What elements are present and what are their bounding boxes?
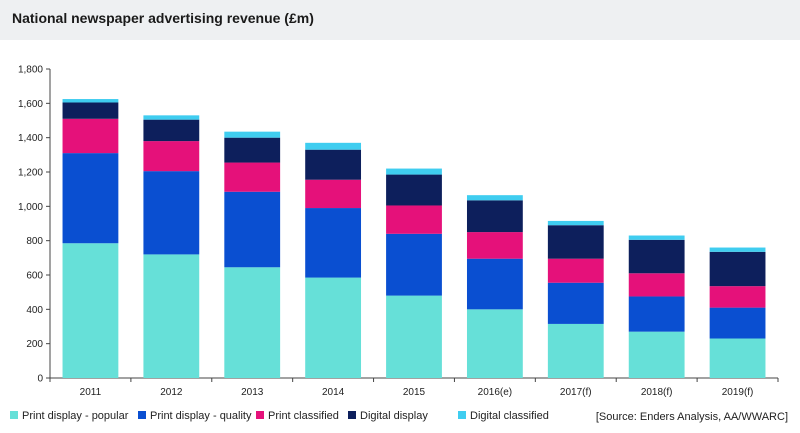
legend-label: Digital display [360, 410, 428, 422]
y-tick-label: 600 [26, 271, 43, 282]
bar-segment [224, 137, 281, 163]
bar-segment [466, 195, 523, 201]
chart-title: National newspaper advertising revenue (… [12, 10, 314, 26]
y-tick-label: 1,800 [18, 65, 43, 76]
bars [62, 99, 766, 378]
bar-segment [709, 251, 766, 287]
bar-segment [143, 119, 200, 142]
bar-segment [547, 225, 604, 259]
bar-segment [466, 200, 523, 233]
x-tick-label: 2015 [403, 387, 426, 398]
bar-segment [143, 141, 200, 172]
bar-segment [547, 220, 604, 226]
bar-segment [466, 258, 523, 310]
x-tick-label: 2017(f) [560, 387, 592, 398]
y-tick-label: 0 [37, 374, 43, 385]
y-tick-label: 1,000 [18, 202, 43, 213]
legend: Print display - popular Print display - q… [10, 410, 549, 422]
bar-segment [224, 267, 281, 378]
bar-segment [305, 179, 362, 209]
bar-segment [386, 168, 442, 175]
bar-segment [386, 205, 442, 234]
y-tick-labels: 0 200 400 600 800 1,000 1,200 1,400 1,600 1,800 [18, 65, 43, 385]
legend-label: Print display - quality [150, 410, 252, 422]
bar-segment [547, 258, 604, 283]
x-tick-label: 2016(e) [478, 387, 512, 398]
bar-segment [386, 174, 442, 206]
source-note: [Source: Enders Analysis, AA/WWARC] [596, 411, 788, 423]
bar-segment [143, 254, 200, 378]
bar-segment [628, 296, 685, 332]
bar-segment [628, 235, 685, 240]
x-tick-label: 2013 [241, 387, 264, 398]
bar-segment [305, 149, 362, 180]
y-tick-label: 1,200 [18, 168, 43, 179]
x-tick-label: 2014 [322, 387, 345, 398]
bar-segment [305, 208, 362, 278]
bar-segment [224, 162, 281, 192]
bar-segment [628, 331, 685, 378]
bar-segment [709, 247, 766, 252]
legend-swatch [458, 411, 466, 419]
bar-segment [143, 171, 200, 255]
legend-label: Print display - popular [22, 410, 129, 422]
y-tick-label: 200 [26, 339, 43, 350]
bar-segment [386, 233, 442, 296]
x-tick-label: 2012 [160, 387, 183, 398]
y-tick-label: 1,400 [18, 133, 43, 144]
bar-segment [709, 307, 766, 339]
legend-swatch [10, 411, 18, 419]
bar-segment [305, 277, 362, 378]
x-tick-label: 2018(f) [641, 387, 673, 398]
chart-header: National newspaper advertising revenue (… [0, 0, 800, 40]
y-tick-label: 1,600 [18, 99, 43, 110]
legend-label: Digital classified [470, 410, 549, 422]
legend-swatch [256, 411, 264, 419]
y-tick-label: 400 [26, 305, 43, 316]
y-tick-label: 800 [26, 236, 43, 247]
bar-segment [143, 115, 200, 120]
bar-segment [62, 243, 119, 378]
bar-segment [466, 309, 523, 378]
bar-segment [709, 286, 766, 308]
bar-segment [386, 295, 442, 378]
bar-segment [547, 282, 604, 324]
x-tick-label: 2019(f) [722, 387, 754, 398]
x-tick-labels: 2011 2012 2013 2014 2015 2016(e) 2017(f) 2018(f… [80, 387, 754, 398]
bar-segment [62, 99, 119, 103]
x-tick-label: 2011 [80, 387, 102, 398]
bar-segment [62, 102, 119, 119]
legend-label: Print classified [268, 410, 339, 422]
legend-swatch [348, 411, 356, 419]
legend-swatch [138, 411, 146, 419]
bar-segment [62, 153, 119, 244]
bar-segment [62, 118, 119, 154]
bar-segment [466, 232, 523, 259]
bar-segment [628, 239, 685, 274]
bar-segment [224, 131, 281, 138]
bar-segment [709, 338, 766, 378]
bar-segment [628, 273, 685, 297]
bar-segment [305, 142, 362, 150]
bar-segment [224, 191, 281, 268]
bar-segment [547, 323, 604, 378]
